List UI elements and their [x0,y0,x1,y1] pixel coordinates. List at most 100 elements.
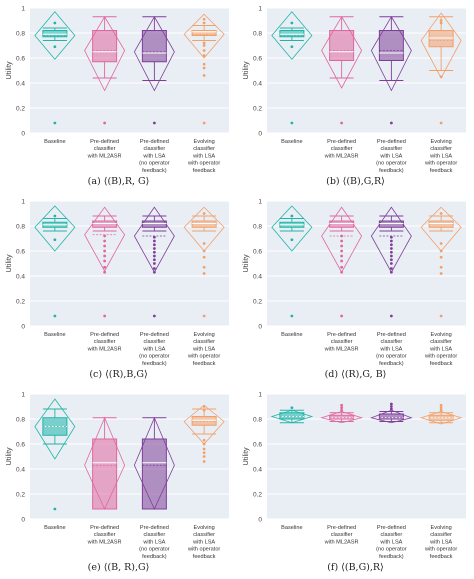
x-tick-label: with ML2ASR [324,539,359,545]
box [42,30,68,38]
x-tick-label: (no operator [139,547,170,553]
outlier-point [439,19,443,22]
y-tick-label: 0.6 [16,249,25,256]
x-tick-label: feedback [430,361,453,367]
outlier-point [340,314,344,318]
outlier-point [389,235,393,239]
y-tick-label: 0.8 [16,224,25,231]
outlier-point [340,259,344,263]
chart-panel-d: 0 0.2 0.4 0.6 0.8 1 Utility Baseline Pre-defined… [241,199,466,367]
box [191,220,217,228]
box [329,414,355,420]
outlier-point [53,45,57,49]
box [378,413,404,420]
plot-background [30,8,229,133]
mean-sd-diamond [34,398,76,460]
box [329,30,355,61]
outlier-point [389,262,393,265]
outlier-point [202,455,206,458]
outlier-point [290,406,294,410]
outlier-point [103,270,107,274]
x-tick-label: with operator [187,547,220,553]
x-tick-label: feedback [193,554,216,560]
x-tick-label: with LSA [379,539,402,545]
outlier-point [340,408,344,412]
y-tick-label: 0 [21,517,25,524]
mean-sd-diamond [370,15,412,92]
box [92,30,118,63]
outlier-point [340,249,344,253]
outlier-point [340,406,344,410]
y-tick-label: 0.6 [16,442,25,449]
outlier-point [389,121,393,125]
x-tick-label: classifier [143,146,165,152]
outlier-point [202,66,206,70]
y-axis-label: Utility [4,447,13,466]
x-tick-label: classifier [143,339,165,345]
outlier-point [439,249,443,253]
outlier-point [202,54,206,57]
y-tick-label: 0.8 [253,417,262,424]
x-tick-label: with ML2ASR [87,539,122,545]
caption-f: (f) ⟨(B,G),R⟩ [327,562,384,573]
outlier-point [389,402,393,406]
x-tick-label: (no operator [376,547,407,553]
outlier-point [152,254,156,258]
outlier-point [202,17,206,21]
x-tick-label: with operator [187,161,220,167]
x-tick-label: classifier [94,146,116,152]
x-tick-label: with LSA [142,346,165,352]
x-tick-label: Evolving [194,525,215,531]
x-tick-label: with LSA [142,539,165,545]
chart-panel-c: 0 0.2 0.4 0.6 0.8 1 Utility Baseline Pre-defined… [4,199,229,367]
x-tick-label: Pre-defined [90,139,119,145]
y-tick-label: 0.2 [16,492,25,499]
chart-panel-f: 0 0.2 0.4 0.6 0.8 1 Utility Baseline Pre-defined… [241,392,466,560]
y-tick-label: 0.4 [253,81,262,88]
x-tick-label: classifier [380,339,402,345]
outlier-point [340,254,344,258]
x-tick-label: classifier [331,146,353,152]
y-tick-label: 1 [258,6,262,13]
outlier-point [439,272,443,275]
outlier-point [53,121,57,125]
x-tick-label: (no operator [139,161,170,167]
outlier-point [53,21,57,25]
outlier-point [103,121,107,125]
x-tick-label: Baseline [44,139,65,145]
y-tick-label: 0.6 [16,56,25,63]
y-tick-label: 0.2 [16,106,25,113]
x-tick-label: Pre-defined [327,332,356,338]
plot-background [267,201,466,326]
outlier-point [103,249,107,253]
x-tick-label: with operator [424,354,457,360]
y-axis-label: Utility [241,61,250,80]
y-tick-label: 0 [258,131,262,138]
outlier-point [439,212,443,215]
x-tick-label: with operator [187,354,220,360]
outlier-point [202,314,206,318]
outlier-point [103,244,107,248]
outlier-point [202,451,206,455]
y-tick-label: 0.6 [253,56,262,63]
x-tick-label: with LSA [429,153,452,159]
x-tick-label: with LSA [192,346,215,352]
outlier-point [340,234,344,238]
box [279,30,305,38]
y-tick-label: 0 [258,324,262,331]
x-tick-label: feedback) [379,361,404,367]
y-tick-label: 1 [21,199,25,206]
outlier-point [389,247,393,250]
x-tick-label: Baseline [44,525,65,531]
outlier-point [103,259,107,263]
y-tick-label: 0.8 [16,417,25,424]
outlier-point [202,249,206,253]
x-tick-label: feedback) [142,168,167,174]
mean-sd-diamond [271,205,313,252]
x-tick-label: Evolving [194,332,215,338]
x-tick-label: Evolving [431,332,452,338]
y-tick-label: 0.8 [253,31,262,38]
outlier-point [290,214,294,218]
x-tick-label: with operator [424,161,457,167]
